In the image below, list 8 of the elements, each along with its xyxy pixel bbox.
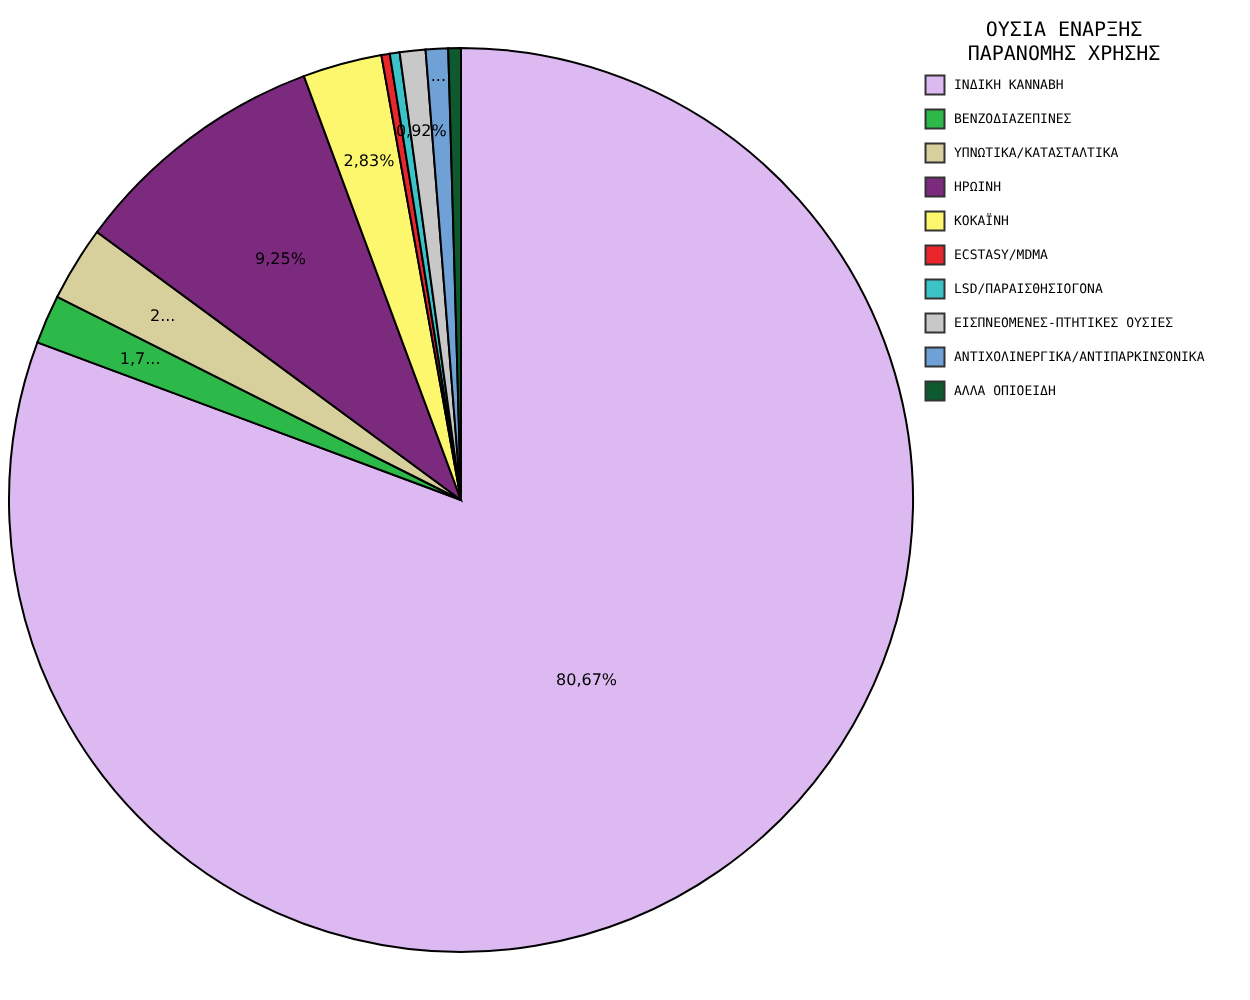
data-label: 2,83% <box>343 152 396 171</box>
data-label: 1,7... <box>119 350 161 369</box>
legend-title: ΟΥΣΙΑ ΕΝΑΡΞΗΣ ΠΑΡΑΝΟΜΗΣ ΧΡΗΣΗΣ <box>967 20 1161 66</box>
data-label: 2... <box>149 306 176 325</box>
pie-slice <box>8 47 914 953</box>
data-label: ... <box>430 66 447 85</box>
data-label: 9,25% <box>255 250 307 269</box>
data-label: 80,67% <box>556 670 618 689</box>
